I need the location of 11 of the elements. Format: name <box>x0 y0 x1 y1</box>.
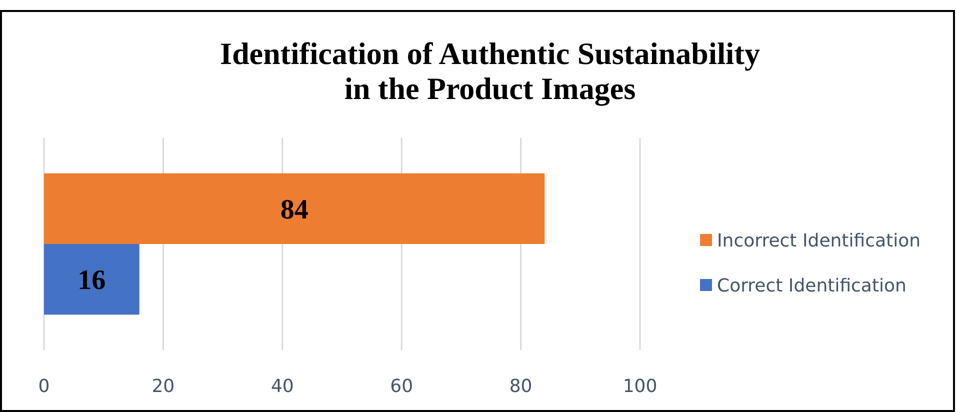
legend-label: Correct Identification <box>717 275 906 296</box>
data-label: 84 <box>280 194 308 226</box>
x-tick-label: 0 <box>38 376 50 397</box>
data-label: 16 <box>78 265 106 296</box>
x-tick-label: 100 <box>622 376 658 397</box>
x-tick-label: 40 <box>270 376 294 397</box>
x-tick-label: 20 <box>152 376 175 397</box>
x-tick-label: 80 <box>509 376 532 397</box>
chart-title: Identification of Authentic Sustainability in the Product Images <box>220 36 760 106</box>
x-tick-label: 60 <box>390 376 414 397</box>
legend-label: Incorrect Identification <box>717 230 920 252</box>
